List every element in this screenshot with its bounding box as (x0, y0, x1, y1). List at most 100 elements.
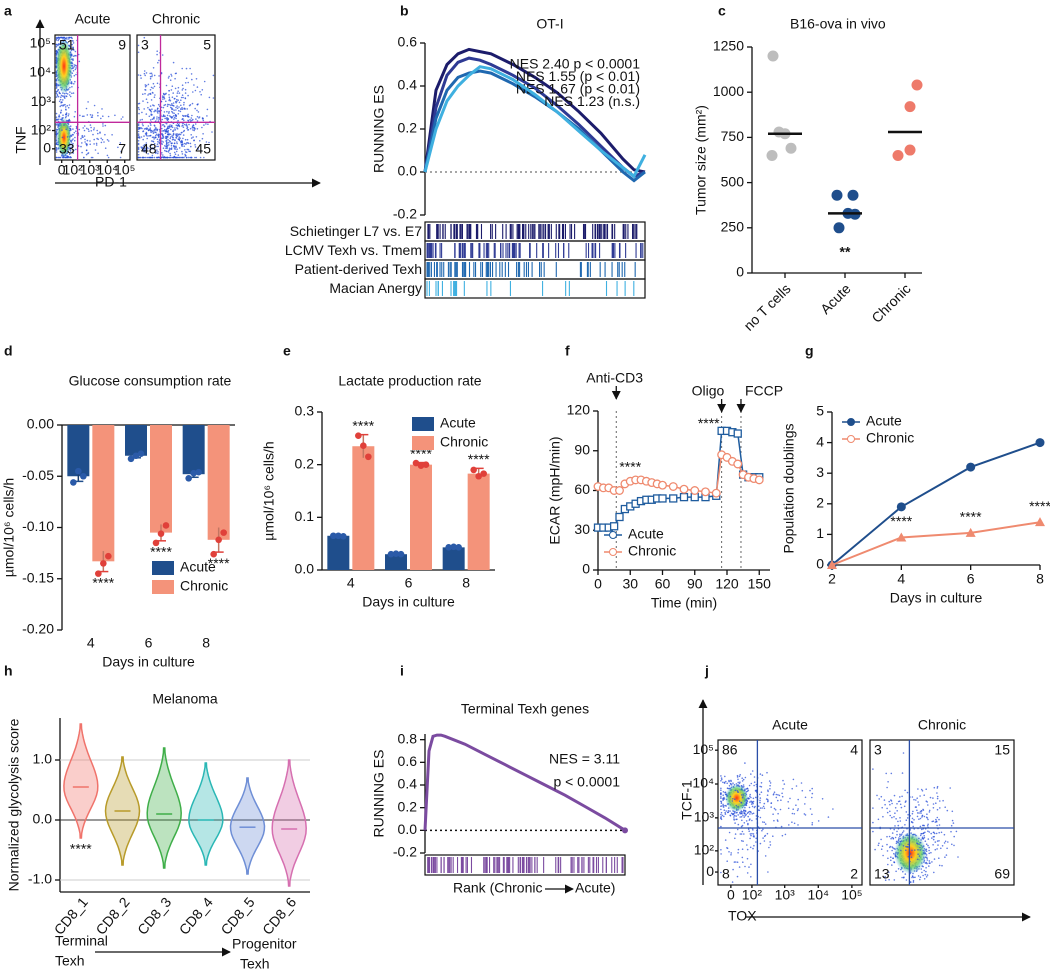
marker (658, 494, 667, 503)
event-dot (97, 152, 99, 155)
event-dot (894, 825, 896, 827)
event-dot (733, 819, 735, 821)
event-dot (173, 112, 175, 115)
event-dot (190, 134, 192, 136)
event-dot (876, 794, 878, 797)
marker (615, 486, 624, 495)
event-dot (727, 810, 730, 812)
event-dot (61, 101, 63, 103)
event-dot (886, 843, 888, 846)
chart-title: OT-I (536, 16, 563, 32)
event-dot (71, 133, 74, 136)
event-dot (905, 879, 908, 881)
event-dot (190, 117, 193, 119)
event-dot (762, 805, 765, 808)
event-dot (877, 844, 880, 847)
event-dot (780, 825, 783, 828)
event-dot (746, 857, 749, 860)
bar (467, 473, 490, 570)
event-dot (207, 123, 209, 125)
event-dot (100, 117, 102, 120)
event-dot (741, 819, 743, 822)
event-dot (929, 796, 932, 799)
plot-frame (54, 34, 131, 161)
event-dot (144, 156, 147, 159)
event-dot (914, 806, 917, 808)
quadrant-percent: 51 (59, 37, 75, 53)
event-dot (921, 871, 923, 874)
event-dot (100, 141, 103, 144)
significance: **** (352, 417, 374, 433)
replicate-dot (100, 560, 107, 567)
event-dot (141, 123, 144, 125)
event-dot (193, 139, 195, 141)
event-dot (72, 67, 74, 70)
event-dot (809, 789, 811, 792)
event-dot (197, 111, 200, 113)
event-dot (184, 108, 186, 110)
event-dot (181, 84, 184, 86)
event-dot (750, 782, 753, 785)
event-dot (892, 857, 894, 859)
event-dot (191, 125, 194, 128)
event-dot (172, 92, 174, 94)
event-dot (55, 156, 58, 159)
event-dot (107, 156, 110, 159)
event-dot (750, 876, 752, 878)
event-dot (749, 846, 752, 849)
event-dot (745, 791, 748, 793)
event-dot (65, 115, 67, 118)
event-dot (69, 95, 72, 98)
plot-frame (136, 34, 216, 161)
legend-label: Acute (628, 526, 664, 542)
event-dot (189, 127, 192, 130)
significance: **** (150, 544, 172, 560)
event-dot (724, 791, 726, 794)
event-dot (770, 806, 772, 808)
event-dot (166, 110, 168, 113)
event-dot (166, 147, 168, 150)
event-dot (196, 120, 199, 122)
event-dot (177, 90, 179, 92)
event-dot (935, 802, 937, 804)
x-tick-label: no T cells (740, 280, 793, 333)
event-dot (941, 864, 943, 867)
event-dot (174, 129, 177, 131)
event-dot (791, 787, 793, 790)
event-dot (184, 88, 187, 91)
legend-label: Acute (440, 415, 476, 431)
event-dot (930, 832, 932, 835)
event-dot (151, 108, 153, 110)
event-dot (81, 136, 83, 138)
violin (229, 777, 266, 875)
replicate-dot (480, 470, 487, 477)
event-dot (758, 809, 761, 812)
event-dot (759, 842, 762, 845)
event-dot (66, 104, 69, 107)
legend-marker (609, 548, 617, 556)
event-dot (723, 815, 725, 818)
x-tick-label: 0 (727, 887, 735, 903)
event-dot (72, 58, 74, 60)
event-dot (154, 136, 157, 139)
event-dot (148, 156, 151, 159)
event-dot (87, 152, 89, 155)
event-dot (143, 135, 145, 137)
event-dot (724, 811, 726, 814)
event-dot (720, 787, 722, 790)
event-dot (55, 116, 58, 118)
event-dot (937, 844, 939, 846)
event-dot (149, 130, 152, 132)
event-dot (97, 138, 99, 141)
legend-label: NES = 3.11 (549, 751, 620, 767)
bar (410, 464, 432, 570)
event-dot (731, 881, 734, 883)
event-dot (171, 156, 173, 159)
event-dot (169, 137, 171, 140)
dot (833, 222, 845, 234)
event-dot (151, 118, 154, 120)
es-curve (423, 69, 646, 183)
dot (767, 50, 779, 62)
event-dot (161, 152, 163, 154)
event-dot (172, 156, 174, 159)
